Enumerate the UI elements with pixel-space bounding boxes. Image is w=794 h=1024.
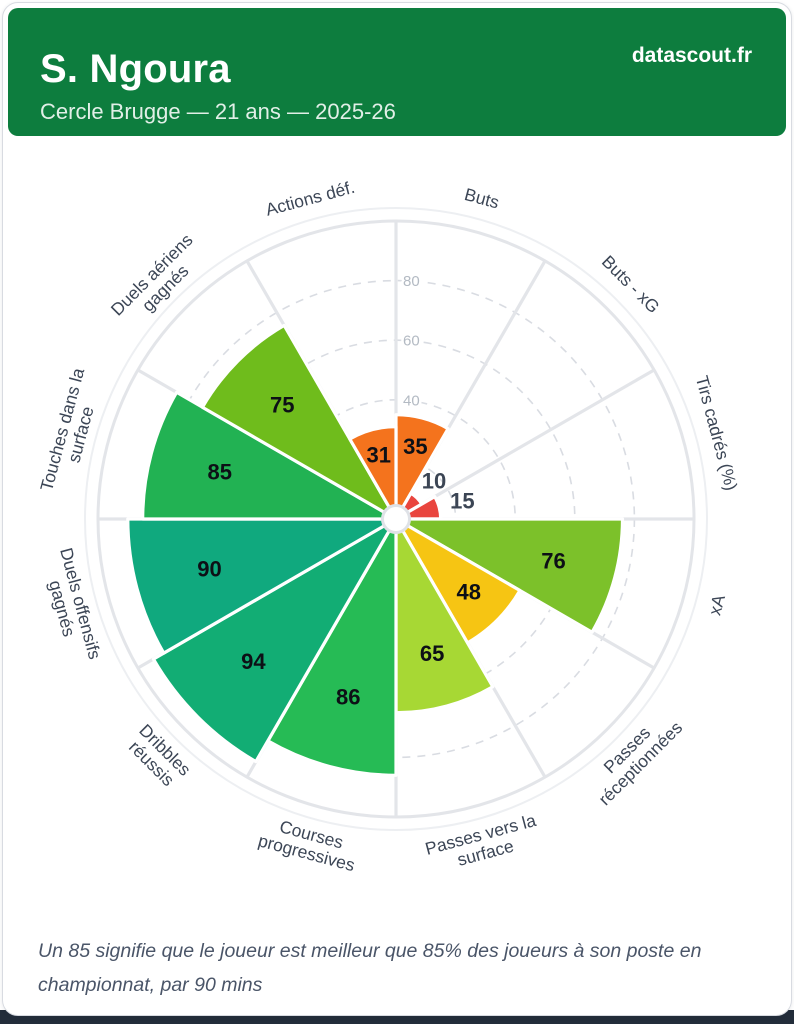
slice-courses-progressives	[266, 517, 398, 777]
slice-duels-a-riens-gagn-s	[200, 323, 398, 521]
ring-tick-label-80: 80	[403, 273, 420, 290]
slice-dribbles-r-ussis	[151, 517, 398, 764]
slice-buts	[394, 413, 450, 521]
card-header: S. Ngoura Cercle Brugge — 21 ans — 2025-…	[8, 8, 786, 136]
value-label-94: 94	[241, 649, 266, 674]
value-label-48: 48	[457, 579, 481, 604]
player-name: S. Ngoura	[40, 47, 231, 91]
value-label-75: 75	[270, 393, 294, 418]
slice-duels-offensifs-gagn-s	[126, 517, 398, 655]
axis-label-duels-offensifs-gagn-s: Duels offensifsgagnés	[38, 546, 105, 667]
value-label-65: 65	[420, 641, 444, 666]
outer-rim	[96, 219, 696, 819]
player-meta: Cercle Brugge — 21 ans — 2025-26	[40, 99, 396, 124]
axis-label-courses-progressives: Coursesprogressives	[256, 812, 362, 875]
axis-label-passes-vers-la-surface: Passes vers lasurface	[423, 810, 543, 877]
footnote: Un 85 signifie que le joueur est meilleu…	[38, 940, 702, 997]
brand-logo: datascout.fr	[631, 44, 752, 67]
pizza-chart-area: 40 60 80 35 10 15 76 48 65 86 94 90 85 75 31 Buts Buts -…	[0, 134, 794, 906]
axis-label-xa: xA	[704, 592, 729, 617]
slice-actions-d-f-	[348, 425, 398, 521]
axis-label-buts: Buts	[462, 184, 501, 212]
slice-passes-vers-la-surface	[394, 517, 495, 715]
value-label-90: 90	[197, 557, 221, 582]
ring-tick-label-40: 40	[403, 392, 420, 409]
value-label-86: 86	[336, 685, 360, 710]
axis-label-dribbles-r-ussis: Dribblesréussis	[122, 720, 195, 793]
outer-faint-ring	[84, 207, 708, 831]
value-label-76: 76	[541, 549, 565, 574]
axis-label-tirs-cadr-s-: Tirs cadrés (%)	[692, 374, 742, 493]
spoke	[406, 368, 655, 514]
value-label-15: 15	[450, 489, 474, 514]
ring-tick-label-60: 60	[403, 333, 420, 350]
value-label-85: 85	[208, 459, 232, 484]
axis-label-buts-xg: Buts - xG	[598, 251, 664, 317]
value-label-10: 10	[422, 469, 446, 494]
axis-label-touches-dans-la-surface: Touches dans lasurface	[36, 366, 106, 499]
value-label-31: 31	[367, 442, 391, 467]
center-hub	[381, 504, 411, 534]
value-label-35: 35	[403, 434, 427, 459]
slice-touches-dans-la-surface	[141, 390, 398, 521]
slice-xa	[394, 517, 625, 634]
